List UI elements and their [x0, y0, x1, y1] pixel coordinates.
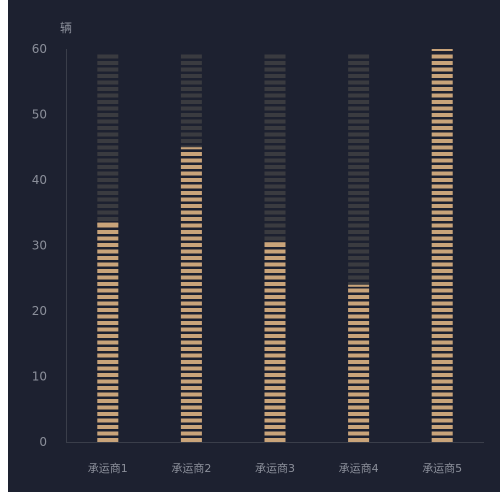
y-tick-label: 50	[32, 108, 47, 122]
bar-track	[180, 54, 202, 442]
x-tick-label: 承运商2	[171, 461, 211, 475]
y-tick-label: 30	[32, 239, 47, 253]
y-tick-label: 0	[39, 435, 47, 449]
bar	[431, 49, 453, 442]
bar-track-layer	[97, 54, 453, 442]
y-axis-unit-label: 辆	[60, 21, 72, 35]
y-tick-label: 60	[32, 42, 47, 56]
y-tick-labels: 0 10 20 30 40 50 60	[32, 42, 47, 449]
x-tick-label: 承运商3	[255, 461, 295, 475]
x-tick-label: 承运商4	[339, 461, 379, 475]
bar-layer	[97, 49, 453, 442]
bar	[180, 147, 202, 442]
bar	[97, 222, 119, 442]
bar	[348, 284, 370, 442]
bar-track	[97, 54, 119, 442]
bar-track	[264, 54, 286, 442]
y-tick-label: 40	[32, 173, 47, 187]
bar-track	[348, 54, 370, 442]
y-tick-label: 20	[32, 304, 47, 318]
x-tick-label: 承运商5	[422, 461, 462, 475]
x-tick-label: 承运商1	[88, 461, 128, 475]
bar	[264, 242, 286, 442]
y-tick-label: 10	[32, 370, 47, 384]
bar-track	[431, 54, 453, 442]
chart-panel	[8, 0, 500, 492]
x-tick-labels: 承运商1 承运商2 承运商3 承运商4 承运商5	[88, 461, 462, 475]
